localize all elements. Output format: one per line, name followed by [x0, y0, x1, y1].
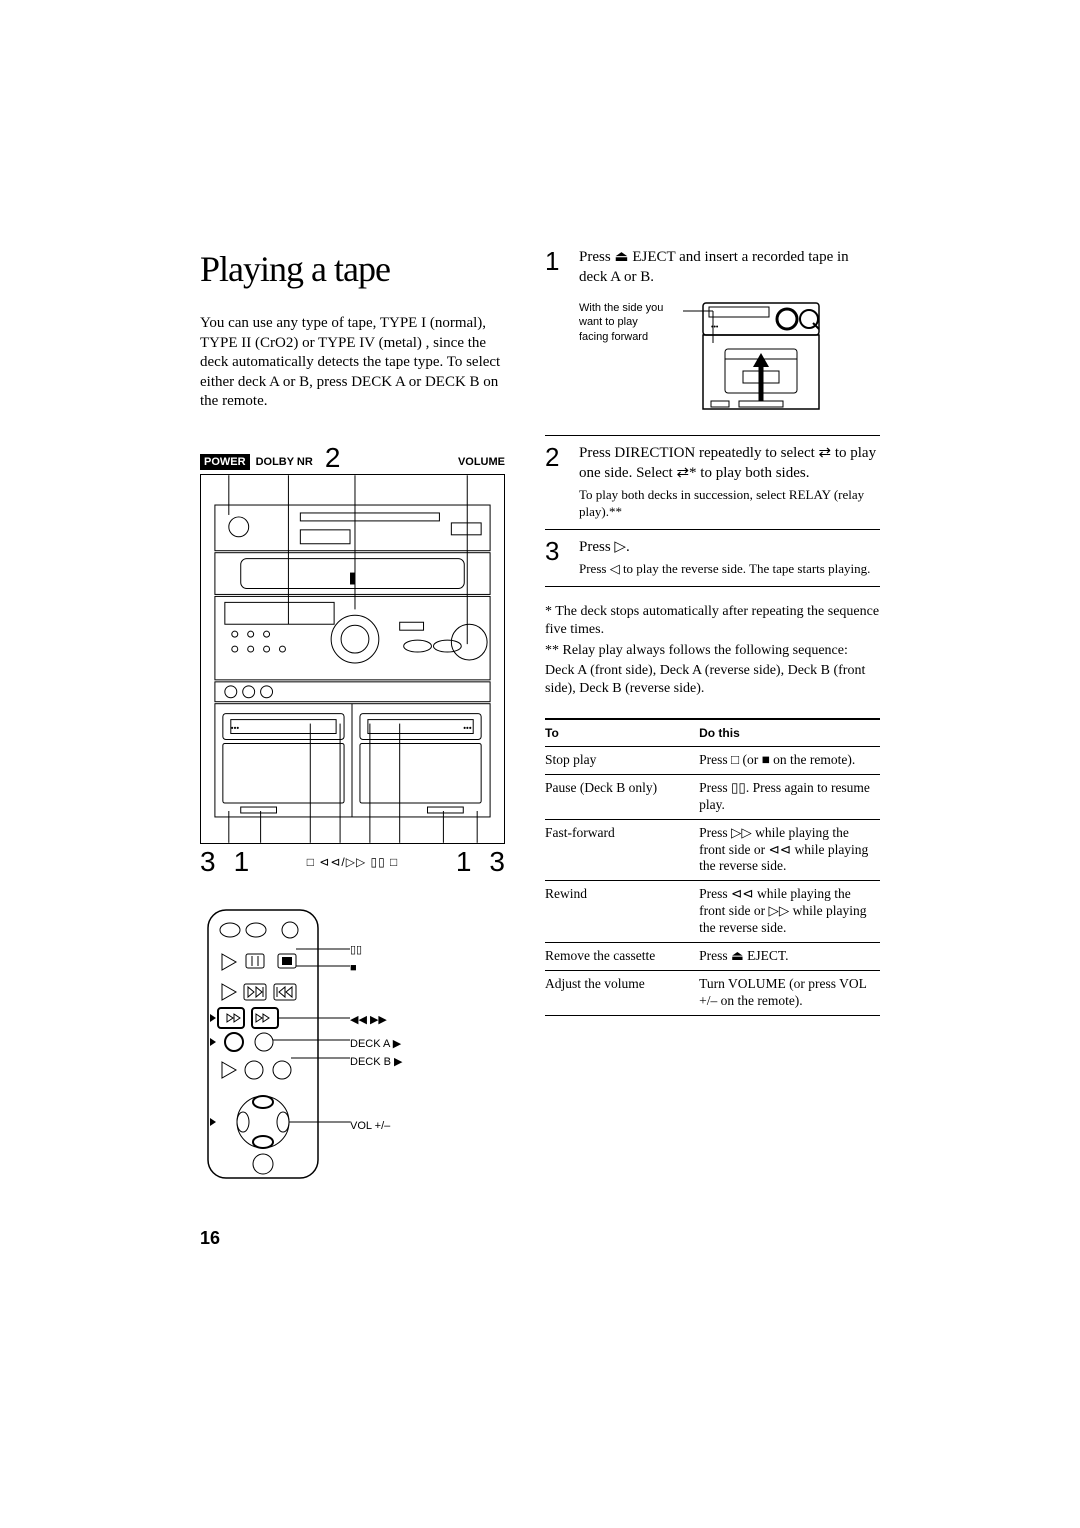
remote-label-rewff: ◀◀ ▶▶ [350, 1012, 402, 1030]
eject-caption: With the side you want to play facing fo… [579, 301, 669, 344]
step-2-body: Press DIRECTION repeatedly to select ⇄ t… [579, 445, 876, 481]
intro-text: You can use any type of tape, TYPE I (no… [200, 314, 505, 412]
table-cell: Press ▯▯. Press again to resume play. [699, 774, 880, 819]
table-row: Fast-forwardPress ▷▷ while playing the f… [545, 819, 880, 881]
page-title: Playing a tape [200, 248, 505, 290]
table-cell: Press ⊲⊲ while playing the front side or… [699, 881, 880, 943]
svg-text:•••: ••• [711, 324, 719, 331]
step-2: 2 Press DIRECTION repeatedly to select ⇄… [545, 444, 880, 521]
step-2-sub: To play both decks in succession, select… [579, 487, 880, 521]
eject-diagram: With the side you want to play facing fo… [579, 301, 880, 411]
bn-1-left: 1 [234, 846, 250, 878]
step-1: 1 Press ⏏ EJECT and insert a recorded ta… [545, 248, 880, 287]
step-3-sub: Press ◁ to play the reverse side. The ta… [579, 561, 880, 578]
table-cell: Stop play [545, 747, 699, 775]
page-number: 16 [200, 1228, 220, 1249]
step-3: 3 Press ▷. Press ◁ to play the reverse s… [545, 538, 880, 578]
table-cell: Press □ (or ■ on the remote). [699, 747, 880, 775]
bn-3-left: 3 [200, 846, 216, 878]
th-to: To [545, 719, 699, 747]
footnote-1: * The deck stops automatically after rep… [545, 603, 880, 639]
remote-label-pause: ▯▯ [350, 942, 402, 960]
th-dothis: Do this [699, 719, 880, 747]
step-3-num: 3 [545, 538, 565, 578]
label-dolby: DOLBY NR [256, 454, 313, 470]
table-row: Adjust the volumeTurn VOLUME (or press V… [545, 970, 880, 1015]
bn-1-right: 1 [456, 846, 472, 878]
step-1-num: 1 [545, 248, 565, 287]
table-row: Remove the cassettePress ⏏ EJECT. [545, 942, 880, 970]
stereo-label-row: POWER DOLBY NR 2 VOLUME [200, 442, 505, 470]
table-row: Stop playPress □ (or ■ on the remote). [545, 747, 880, 775]
table-cell: Adjust the volume [545, 970, 699, 1015]
label-two: 2 [319, 442, 347, 474]
table-row: Pause (Deck B only)Press ▯▯. Press again… [545, 774, 880, 819]
table-cell: Remove the cassette [545, 942, 699, 970]
svg-text:•••: ••• [231, 723, 240, 732]
label-power: POWER [200, 454, 250, 470]
label-volume: VOLUME [458, 454, 505, 470]
table-cell: Pause (Deck B only) [545, 774, 699, 819]
table-cell: Press ⏏ EJECT. [699, 942, 880, 970]
footnote-2: ** Relay play always follows the followi… [545, 642, 880, 660]
table-cell: Rewind [545, 881, 699, 943]
stereo-illustration: ••• ••• [200, 474, 505, 844]
bn-symbols: □ ⊲⊲/▷▷ ▯▯ □ [249, 855, 456, 869]
table-cell: Fast-forward [545, 819, 699, 881]
table-cell: Press ▷▷ while playing the front side or… [699, 819, 880, 881]
remote-label-deckB: DECK B ▶ [350, 1054, 402, 1072]
step-1-body: Press ⏏ EJECT and insert a recorded tape… [579, 248, 880, 287]
remote-label-stop: ■ [350, 960, 402, 978]
step-3-body: Press ▷. [579, 539, 630, 555]
footnotes: * The deck stops automatically after rep… [545, 603, 880, 698]
table-cell: Turn VOLUME (or press VOL +/– on the rem… [699, 970, 880, 1015]
step-2-num: 2 [545, 444, 565, 521]
bn-3-right: 3 [489, 846, 505, 878]
footnote-3: Deck A (front side), Deck A (reverse sid… [545, 662, 880, 698]
action-table: To Do this Stop playPress □ (or ■ on the… [545, 718, 880, 1016]
remote-label-deckA: DECK A ▶ [350, 1036, 402, 1054]
remote-illustration: ▯▯ ■ ◀◀ ▶▶ DECK A ▶ DECK B ▶ VOL +/– [200, 904, 505, 1189]
remote-label-vol: VOL +/– [350, 1118, 402, 1136]
table-row: RewindPress ⊲⊲ while playing the front s… [545, 881, 880, 943]
svg-text:•••: ••• [463, 723, 472, 732]
stereo-bottom-numbers: 3 1 □ ⊲⊲/▷▷ ▯▯ □ 1 3 [200, 846, 505, 878]
